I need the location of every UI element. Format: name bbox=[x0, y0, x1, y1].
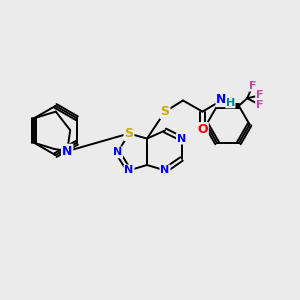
Text: N: N bbox=[124, 165, 134, 176]
Text: S: S bbox=[124, 127, 134, 140]
Text: N: N bbox=[62, 145, 72, 158]
Text: F: F bbox=[256, 100, 263, 110]
Text: F: F bbox=[249, 81, 256, 91]
Text: N: N bbox=[216, 93, 226, 106]
Text: N: N bbox=[160, 165, 169, 176]
Text: O: O bbox=[197, 123, 208, 136]
Text: H: H bbox=[226, 98, 235, 108]
Text: N: N bbox=[177, 134, 186, 144]
Text: N: N bbox=[113, 147, 122, 158]
Text: F: F bbox=[256, 90, 263, 100]
Text: S: S bbox=[160, 105, 169, 118]
